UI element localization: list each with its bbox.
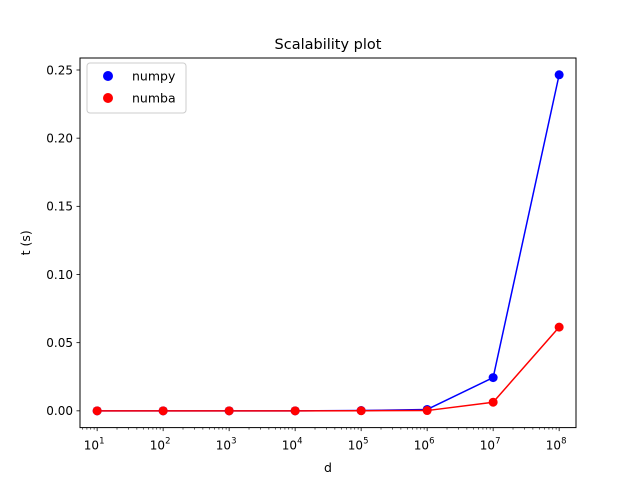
data-point-numba-3: [290, 406, 300, 416]
x-tick-label-7: 108: [546, 437, 567, 453]
y-tick-label-1: 0.05: [46, 336, 73, 350]
legend-label-numba: numba: [132, 91, 176, 106]
data-point-numba-1: [158, 406, 168, 416]
plot-area: [92, 70, 564, 416]
data-point-numba-0: [92, 406, 102, 416]
x-tick-label-6: 107: [480, 437, 501, 453]
axes-frame: [79, 57, 577, 429]
legend: numpy numba: [86, 62, 187, 114]
series-line-numba: [97, 326, 560, 412]
data-point-numba-4: [356, 406, 366, 416]
data-point-numba-2: [224, 406, 234, 416]
x-tick-label-2: 103: [216, 437, 237, 453]
data-point-numba-5: [422, 406, 432, 416]
y-axis-label: t (s): [18, 230, 33, 255]
y-tick-label-2: 0.10: [46, 268, 73, 282]
y-tick-label-0: 0.00: [46, 404, 73, 418]
x-tick-label-5: 106: [414, 437, 435, 453]
x-tick-label-4: 105: [348, 437, 369, 453]
data-point-numba-6: [488, 397, 498, 407]
data-point-numpy-7: [554, 70, 564, 80]
x-tick-label-3: 104: [282, 437, 303, 453]
x-tick-label-0: 101: [84, 437, 105, 453]
y-tick-label-5: 0.25: [46, 63, 73, 77]
legend-marker-numpy: [103, 71, 113, 81]
x-axis-label: d: [324, 460, 332, 475]
data-point-numba-7: [554, 322, 564, 332]
chart-title: Scalability plot: [275, 37, 382, 53]
x-tick-label-1: 102: [150, 437, 171, 453]
data-point-numpy-6: [488, 373, 498, 383]
y-tick-label-4: 0.20: [46, 131, 73, 145]
axis-ticks: 0.00 0.05 0.10 0.15 0.20 0.25 101 102 103 104 105 1…: [46, 63, 566, 452]
legend-marker-numba: [103, 93, 113, 103]
legend-label-numpy: numpy: [132, 69, 176, 84]
y-tick-label-3: 0.15: [46, 200, 73, 214]
